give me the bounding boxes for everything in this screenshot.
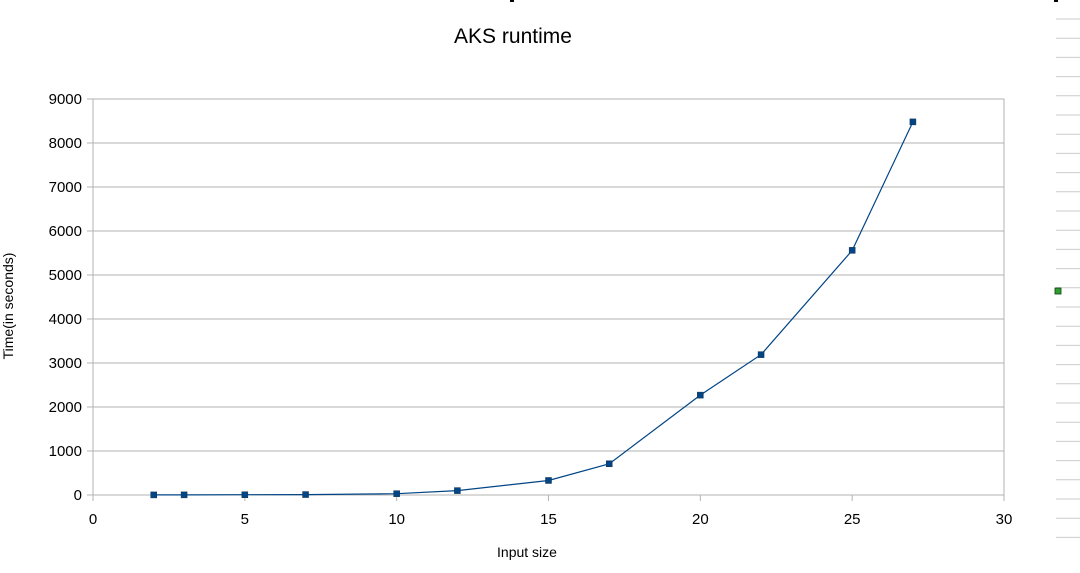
y-tick-label: 9000	[49, 91, 82, 108]
data-point	[150, 491, 157, 499]
series	[150, 118, 917, 499]
data-point	[545, 477, 552, 484]
x-tick-label: 0	[89, 511, 97, 528]
data-point	[454, 487, 461, 494]
y-tick-label: 2000	[49, 399, 82, 416]
x-tick-label: 20	[692, 511, 709, 528]
x-tick-label: 30	[996, 511, 1013, 528]
y-tick-label: 1000	[49, 443, 82, 460]
y-axis-ticks: 0 1000 2000 3000 4000 5000 6000 7000 8000 9000	[49, 91, 93, 504]
top-tick-mark	[510, 0, 514, 2]
y-axis-label: Time(in seconds)	[0, 253, 16, 360]
y-tick-label: 3000	[49, 355, 82, 372]
x-axis-label: Input size	[497, 544, 557, 560]
data-point	[241, 491, 249, 498]
y-tick-label: 6000	[49, 223, 82, 240]
chart-title: AKS runtime	[454, 25, 572, 48]
x-tick-label: 10	[388, 511, 405, 528]
data-point	[180, 491, 188, 499]
data-point	[697, 391, 704, 399]
legend-marker	[1054, 287, 1062, 295]
y-tick-label: 0	[74, 487, 82, 504]
series-line	[153, 121, 914, 496]
x-tick-label: 25	[844, 511, 861, 528]
data-point	[909, 118, 917, 126]
y-tick-label: 8000	[49, 135, 82, 152]
y-tick-label: 4000	[49, 311, 82, 328]
y-tick-label: 7000	[49, 179, 82, 196]
plot-area	[92, 98, 1005, 496]
data-point	[757, 351, 765, 358]
legend	[510, 0, 1080, 538]
data-point	[848, 247, 856, 254]
data-point	[393, 490, 400, 497]
x-tick-label: 5	[241, 511, 249, 528]
x-tick-label: 15	[540, 511, 557, 528]
data-point	[605, 460, 613, 468]
x-axis-ticks: 0 5 10 15 20 25 30	[89, 495, 1013, 528]
y-tick-label: 5000	[49, 267, 82, 284]
legend-tick-mark	[1054, 0, 1058, 2]
data-point	[302, 491, 309, 498]
gridlines	[93, 98, 1004, 496]
